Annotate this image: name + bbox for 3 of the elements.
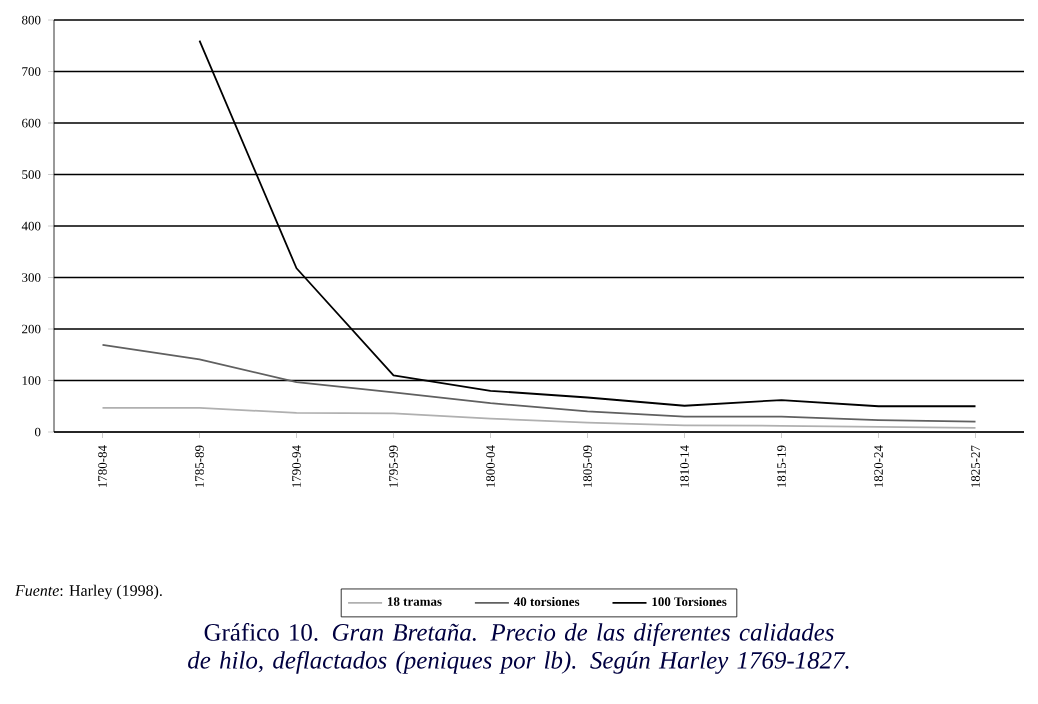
line-series <box>101 344 977 423</box>
line-series <box>198 39 977 408</box>
text: Gráfico 10. Gran Bretaña. Precio de las diferentes calidades de hilo, deflactados (peniques por lb). Según Harley 1769-1827. <box>188 623 849 674</box>
